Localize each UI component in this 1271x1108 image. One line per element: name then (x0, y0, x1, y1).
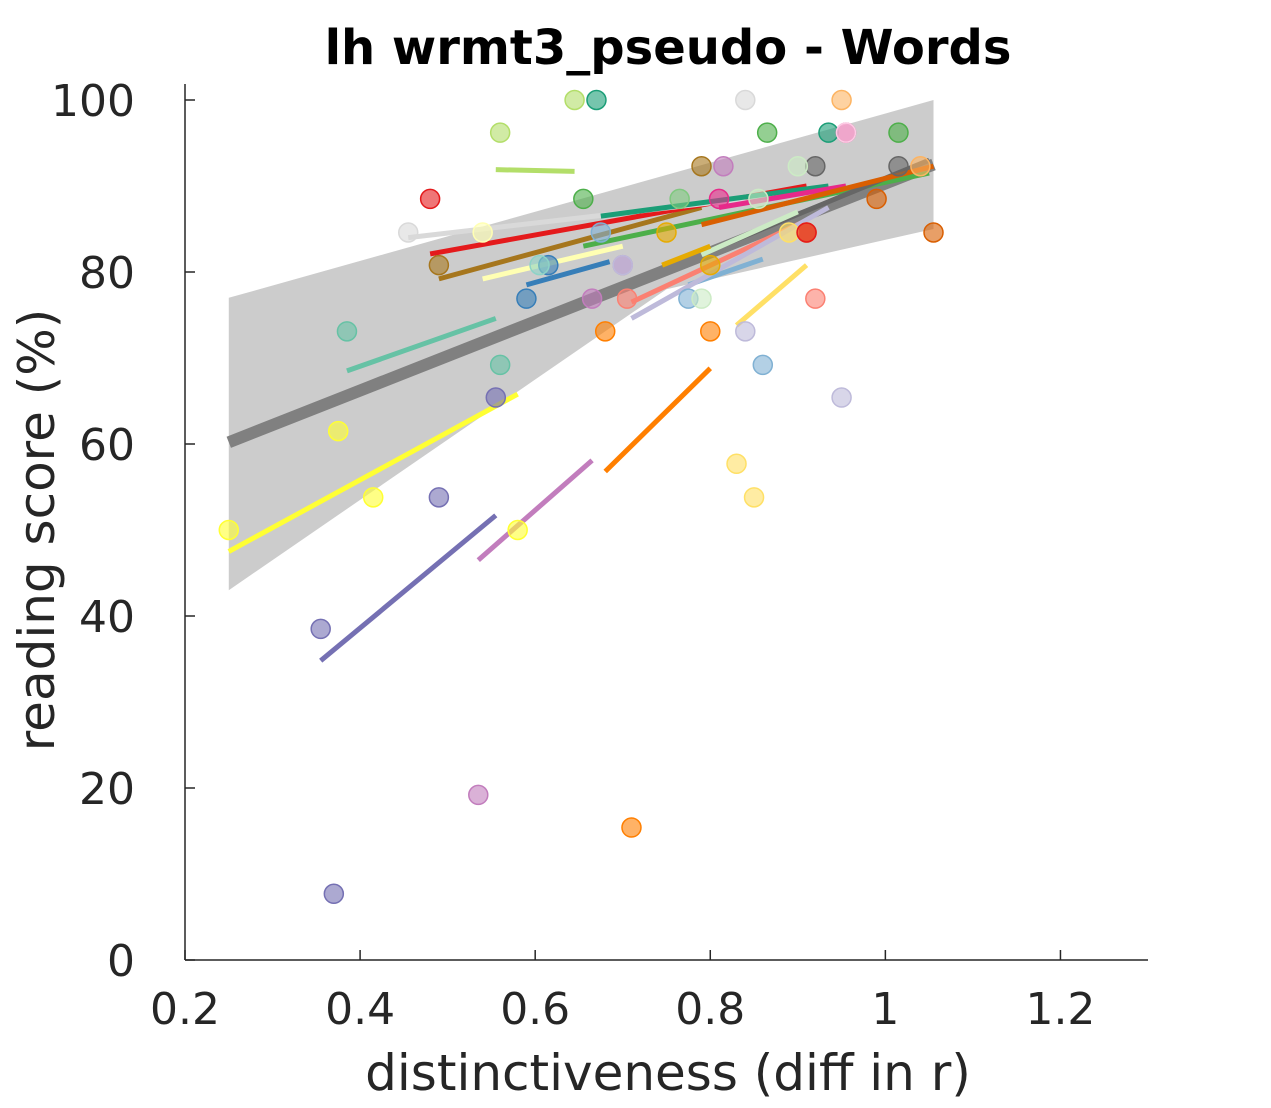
series-15-point-1 (590, 222, 612, 243)
x-tick-label: 1.2 (1025, 984, 1095, 1035)
series-8-point-1 (419, 188, 441, 210)
series-9-point-1 (397, 222, 419, 243)
series-4-point-1 (468, 784, 489, 806)
series-3-point-3 (700, 321, 721, 342)
y-tick-label: 40 (79, 592, 135, 643)
series-3-point-2 (621, 817, 642, 838)
series-9-point-2 (735, 89, 756, 111)
series-21-fit-line (700, 163, 935, 228)
series-1-point-2 (327, 420, 349, 442)
series-20-point-1 (700, 254, 721, 276)
series-4-point-4 (713, 155, 734, 177)
series-6-fit-line (346, 316, 497, 374)
series-5-fit-line (734, 263, 809, 328)
y-tick-label: 80 (79, 248, 135, 299)
series-18-point-1 (708, 188, 730, 210)
series-16-point-1 (612, 254, 633, 276)
series-17-point-1 (805, 155, 826, 177)
x-tick-label: 0.2 (150, 984, 220, 1035)
series-6-point-2 (489, 354, 511, 376)
series-10-point-2 (564, 89, 585, 111)
series-19-point-1 (691, 288, 712, 309)
series-18-fit-line (718, 183, 847, 210)
series-1-point-4 (507, 519, 528, 541)
series-11-fit-line (525, 259, 611, 288)
series-25-point-1 (831, 89, 852, 111)
series-10-point-1 (489, 122, 511, 143)
confidence-band (228, 100, 934, 591)
series-25-point-2 (910, 155, 931, 177)
series-3-fit-line (603, 366, 713, 474)
x-tick-label: 0.6 (500, 984, 570, 1035)
series-12-point-2 (818, 122, 839, 143)
series-6-point-1 (336, 321, 358, 342)
confidence-band-layer (228, 100, 934, 591)
x-tick-label: 0.4 (325, 984, 395, 1035)
series-22-point-1 (669, 188, 690, 210)
series-13-point-2 (756, 122, 778, 143)
series-1-point-3 (362, 487, 384, 508)
series-19-fit-line (700, 209, 799, 258)
axes-layer: 0.2 0.4 0.6 0.8 1 1.2 0 20 40 60 80 100 (51, 76, 1148, 1035)
series-2-point-2 (323, 883, 345, 905)
series-11-point-1 (516, 288, 537, 309)
series-16-point-3 (831, 387, 852, 408)
series-12-point-1 (586, 89, 607, 111)
overall-fit-line (226, 158, 936, 448)
x-tick-label: 0.8 (675, 984, 745, 1035)
series-13-point-3 (888, 122, 909, 143)
series-24-point-1 (472, 222, 493, 243)
series-7-point-2 (691, 155, 712, 177)
y-tick-label: 60 (79, 420, 135, 471)
y-tick-label: 0 (107, 936, 135, 987)
series-5-point-3 (778, 222, 800, 243)
series-23-point-1 (529, 254, 550, 276)
series-14-point-1 (616, 288, 638, 309)
series-2-fit-line (319, 513, 498, 663)
series-21-point-2 (923, 222, 944, 243)
y-tick-label: 20 (79, 764, 135, 815)
series-20-fit-line (661, 243, 712, 268)
series-7-fit-line (438, 205, 703, 282)
x-tick-label: 1 (871, 984, 899, 1035)
chart-title: lh wrmt3_pseudo - Words (325, 20, 1012, 76)
series-7-point-1 (428, 254, 450, 276)
series-2-point-1 (310, 618, 331, 640)
series-2-point-4 (485, 387, 507, 408)
series-17-point-2 (888, 155, 909, 177)
series-2-point-3 (428, 487, 450, 508)
series-14-point-2 (805, 288, 826, 309)
series-16-point-2 (735, 321, 756, 342)
series-13-point-1 (573, 188, 594, 210)
series-4-point-2 (581, 288, 603, 309)
series-21-point-1 (866, 188, 887, 210)
series-10-fit-line (495, 167, 575, 174)
y-tick-label: 100 (51, 76, 135, 127)
series-26-point-1 (835, 122, 857, 143)
y-axis-label: reading score (%) (8, 309, 66, 752)
series-19-point-2 (748, 188, 769, 210)
series-5-point-2 (743, 487, 765, 508)
x-axis-label: distinctiveness (diff in r) (365, 1044, 971, 1102)
series-8-point-2 (796, 222, 817, 243)
series-19-point-3 (787, 155, 809, 177)
series-3-point-1 (594, 321, 616, 342)
series-5-point-1 (726, 453, 747, 475)
series-4-fit-line (476, 458, 594, 562)
series-1-fit-line (227, 391, 519, 554)
data-points-layer (218, 89, 944, 905)
series-15-point-3 (752, 354, 774, 376)
series-20-point-2 (656, 222, 677, 243)
series-1-point-1 (218, 519, 240, 541)
